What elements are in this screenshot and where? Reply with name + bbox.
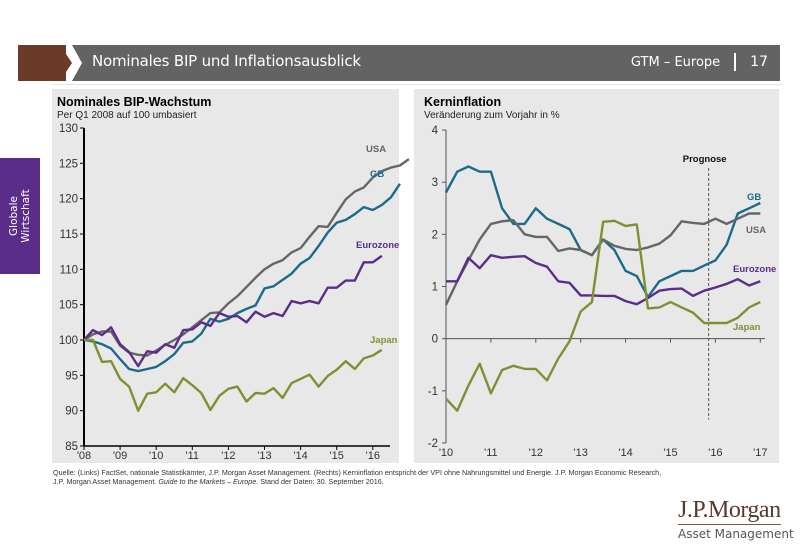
series-label-japan: Japan <box>733 322 761 333</box>
series-label-eurozone: Eurozone <box>733 264 776 275</box>
series-line-gb <box>444 165 761 299</box>
x-tick-label: '13 <box>574 447 588 459</box>
header-underline <box>52 84 782 85</box>
y-tick-label: 125 <box>59 158 78 170</box>
footnote-line2: J.P. Morgan Asset Management. Guide to t… <box>53 477 753 486</box>
y-tick-label: 130 <box>59 123 78 135</box>
page-number: 17 <box>750 54 768 70</box>
y-tick-label: -2 <box>428 438 438 450</box>
y-tick-label: 100 <box>59 335 78 347</box>
x-tick-label: '08 <box>77 450 91 462</box>
chart-subtitle: Veränderung zum Vorjahr in % <box>424 110 560 121</box>
logo-divider <box>678 524 781 525</box>
series-line-japan <box>84 338 383 412</box>
x-tick-label: '09 <box>113 450 127 462</box>
x-tick-label: '16 <box>708 447 722 459</box>
y-tick-label: 3 <box>432 177 438 189</box>
section-label: GTM – Europe <box>630 54 721 70</box>
y-tick-label: 1 <box>432 282 438 294</box>
x-tick-label: '16 <box>366 450 380 462</box>
header-bar <box>72 45 780 81</box>
series-label-gb: GB <box>747 192 761 203</box>
series-line-gb <box>83 183 401 373</box>
series-label-eurozone: Eurozone <box>356 240 399 251</box>
series-label-japan: Japan <box>370 335 398 346</box>
brand-logo: J.P.Morgan <box>678 497 781 523</box>
series-line-usa <box>444 212 761 306</box>
y-tick-label: 115 <box>60 229 78 241</box>
y-tick-label: 0 <box>432 334 438 346</box>
series-line-eurozone <box>446 253 761 306</box>
chart-title: Kerninflation <box>424 95 502 109</box>
header-divider <box>734 53 737 71</box>
page-title: Nominales BIP und Inflationsausblick <box>92 52 361 70</box>
y-tick-label: 120 <box>59 194 78 206</box>
x-tick-label: '14 <box>293 450 307 462</box>
chart-subtitle: Per Q1 2008 auf 100 umbasiert <box>57 110 197 121</box>
x-tick-label: '11 <box>484 447 498 459</box>
header-accent <box>18 45 66 81</box>
y-tick-label: 85 <box>65 441 78 453</box>
brand-division: Asset Management <box>678 527 794 541</box>
series-line-japan <box>445 219 761 412</box>
header-chevron <box>60 45 72 81</box>
y-tick-label: -1 <box>428 386 438 398</box>
series-label-usa: USA <box>366 144 386 155</box>
x-tick-label: '13 <box>257 450 271 462</box>
x-tick-label: '15 <box>330 450 344 462</box>
series-label-gb: GB <box>370 169 384 180</box>
footnote-suffix: . Stand der Daten: 30. September 2016. <box>256 477 384 486</box>
series-label-usa: USA <box>746 225 766 236</box>
footnote-line1: Quelle: (Links) FactSet, nationale Stati… <box>53 468 662 477</box>
y-tick-label: 110 <box>60 264 78 276</box>
chart-title: Nominales BIP-Wachstum <box>57 95 212 109</box>
x-tick-label: '14 <box>618 447 632 459</box>
y-tick-label: 105 <box>59 300 78 312</box>
x-tick-label: '10 <box>149 450 163 462</box>
y-tick-label: 4 <box>432 125 439 137</box>
source-footnote: Quelle: (Links) FactSet, nationale Stati… <box>53 468 753 486</box>
forecast-label: Prognose <box>683 154 727 165</box>
x-tick-label: '11 <box>186 450 200 462</box>
footnote-publication: Guide to the Markets – Europe <box>158 477 257 486</box>
y-tick-label: 95 <box>65 370 78 382</box>
chart-panel-gdp: Nominales BIP-Wachstum Per Q1 2008 auf 1… <box>52 89 399 463</box>
series-line-eurozone <box>83 254 383 368</box>
series-line-usa <box>83 158 410 357</box>
y-tick-label: 2 <box>432 229 438 241</box>
header-meta: GTM – Europe 17 <box>631 53 768 71</box>
x-tick-label: '17 <box>753 447 767 459</box>
x-tick-label: '10 <box>439 447 453 459</box>
y-tick-label: 90 <box>65 406 78 418</box>
x-tick-label: '15 <box>663 447 677 459</box>
footnote-prefix: J.P. Morgan Asset Management. <box>53 477 159 486</box>
section-tab[interactable] <box>0 158 40 274</box>
x-tick-label: '12 <box>221 450 235 462</box>
x-tick-label: '12 <box>529 447 543 459</box>
